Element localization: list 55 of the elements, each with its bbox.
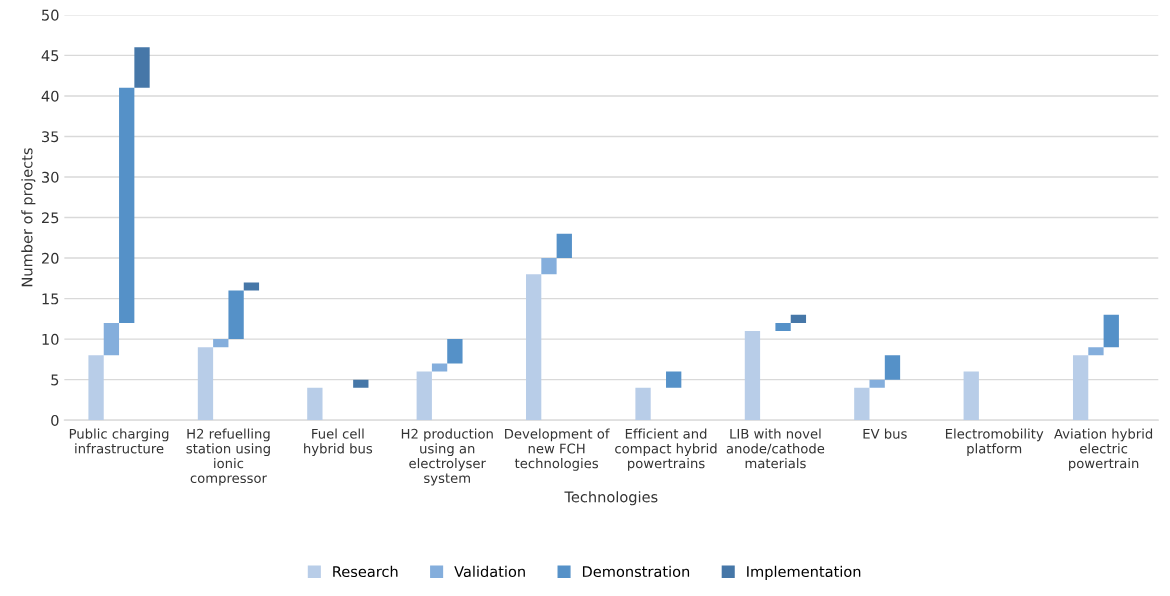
bar	[884, 355, 901, 380]
bar	[526, 274, 542, 421]
y-tick-label: 50	[42, 9, 59, 21]
x-tick-label: H2 production using an electrolyser system	[401, 428, 493, 486]
legend-label: Validation	[454, 565, 525, 578]
y-tick-label: 10	[42, 333, 59, 345]
bar	[556, 233, 572, 259]
bar	[134, 47, 150, 88]
bar	[744, 331, 761, 421]
y-tick-label: 5	[51, 374, 59, 386]
bar	[416, 371, 432, 421]
bar	[243, 282, 260, 291]
y-tick-label: 25	[42, 212, 59, 224]
legend-label: Implementation	[747, 565, 861, 580]
bar	[1088, 347, 1104, 356]
x-tick-label: Fuel cell hybrid bus	[304, 428, 373, 457]
y-tick-label: 20	[42, 252, 59, 264]
y-axis-title: Number of projects	[21, 148, 36, 287]
bar	[307, 387, 323, 421]
bar	[213, 339, 229, 348]
x-tick-label: Public charging infrastructure	[69, 428, 169, 454]
bar	[790, 314, 807, 323]
bar	[635, 387, 651, 421]
legend-label: Demonstration	[582, 565, 690, 578]
x-axis-title: Technologies	[564, 491, 658, 506]
x-tick-label: EV bus	[863, 428, 907, 439]
bar	[1072, 355, 1089, 421]
x-tick-label: Aviation hybrid electric powertrain	[1054, 428, 1153, 471]
y-tick-label: 15	[42, 293, 59, 305]
bar	[963, 371, 979, 421]
y-tick-label: 45	[41, 50, 59, 62]
legend-label: Research	[333, 565, 398, 578]
bar	[869, 379, 885, 388]
bar	[431, 363, 448, 372]
x-tick-label: LIB with novel anode/cathode materials	[726, 428, 825, 469]
y-tick-label: 40	[41, 90, 59, 102]
x-tick-label: Development of new FCH technologies	[505, 428, 610, 471]
y-tick-label: 0	[51, 414, 59, 426]
y-tick-label: 30	[42, 171, 59, 183]
bar	[666, 371, 682, 388]
bar	[353, 379, 369, 388]
x-tick-label: Efficient and compact hybrid powertrains	[615, 428, 717, 471]
bar	[228, 290, 244, 340]
y-tick-label: 35	[42, 131, 59, 143]
bar	[541, 258, 557, 275]
bar	[119, 87, 135, 323]
bar	[197, 347, 214, 421]
x-tick-label: H2 refuelling station using ionic compressor	[186, 428, 270, 486]
bar	[88, 355, 104, 421]
bar	[103, 322, 120, 356]
bar	[447, 339, 463, 364]
x-tick-label: Electromobility platform	[945, 428, 1044, 457]
bar	[775, 322, 791, 332]
bar	[1103, 314, 1119, 348]
bar	[854, 387, 870, 421]
